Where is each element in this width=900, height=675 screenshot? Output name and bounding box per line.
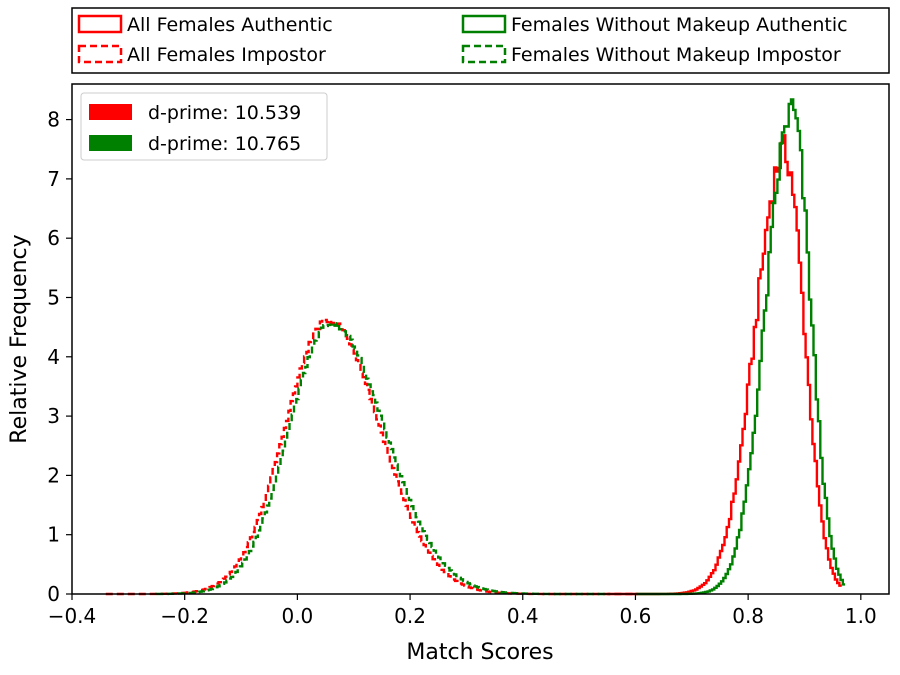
x-tick-label: −0.2: [160, 604, 209, 628]
y-tick-label: 0: [47, 582, 60, 606]
series-layer: [105, 98, 846, 596]
legend-label-nomakeup-imp: Females Without Makeup Impostor: [511, 44, 841, 66]
x-tick-label: 0.6: [620, 604, 652, 628]
y-tick-label: 5: [47, 285, 60, 309]
y-tick-label: 4: [47, 345, 60, 369]
x-tick-label: 0.8: [732, 604, 764, 628]
top-legend: All Females Authentic Females Without Ma…: [71, 7, 890, 74]
series-females-without-makeup-impostor: [155, 321, 610, 596]
y-axis: 0 1 2 3 4 5 6 7 8: [47, 108, 72, 606]
y-tick-label: 1: [47, 523, 60, 547]
y-tick-label: 8: [47, 108, 60, 132]
x-tick-label: 0.4: [507, 604, 539, 628]
dprime-swatch-red: [89, 104, 132, 120]
x-tick-label: 0.0: [281, 604, 313, 628]
legend-label-all-imp: All Females Impostor: [127, 44, 326, 66]
y-axis-label: Relative Frequency: [7, 234, 32, 443]
dprime-legend: d-prime: 10.539 d-prime: 10.765: [80, 92, 328, 161]
legend-label-nomakeup-auth: Females Without Makeup Authentic: [511, 14, 848, 36]
dprime-swatch-green: [89, 135, 132, 151]
legend-swatch-all-imp: [77, 44, 123, 64]
y-tick-label: 6: [47, 226, 60, 250]
y-tick-label: 2: [47, 463, 60, 487]
x-tick-label: −0.4: [48, 604, 97, 628]
dprime-label-red: d-prime: 10.539: [148, 102, 301, 124]
x-axis-label: Match Scores: [406, 640, 553, 665]
legend-swatch-all-auth: [77, 14, 123, 34]
legend-label-all-auth: All Females Authentic: [127, 14, 333, 36]
y-tick-label: 3: [47, 404, 60, 428]
dprime-label-green: d-prime: 10.765: [148, 133, 301, 155]
x-axis: −0.4 −0.2 0.0 0.2 0.4 0.6 0.8 1.0: [48, 594, 877, 628]
series-all-females-authentic: [607, 134, 842, 596]
x-tick-label: 1.0: [845, 604, 877, 628]
legend-swatch-nomakeup-auth: [461, 14, 507, 34]
plot-frame: [71, 83, 890, 595]
dprime-legend-frame: [80, 92, 328, 161]
x-tick-label: 0.2: [394, 604, 426, 628]
series-all-females-impostor: [105, 318, 638, 596]
y-tick-label: 7: [47, 167, 60, 191]
series-females-without-makeup-authentic: [635, 98, 846, 596]
legend-swatch-nomakeup-imp: [461, 44, 507, 64]
